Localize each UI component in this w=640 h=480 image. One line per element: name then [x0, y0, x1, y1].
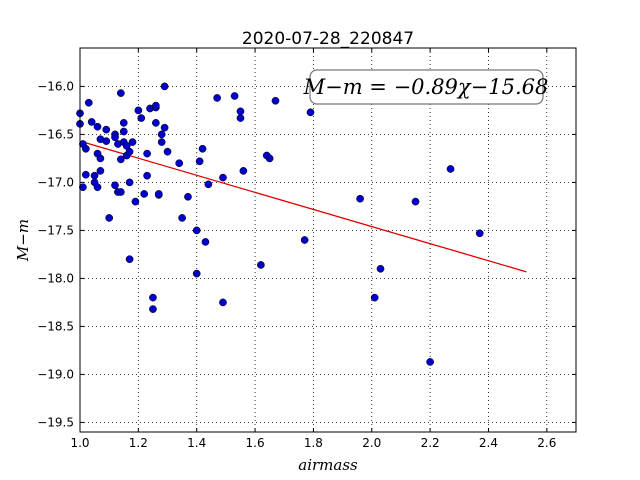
data-point — [90, 171, 99, 180]
data-point — [236, 114, 245, 122]
data-point — [184, 192, 192, 201]
data-point — [96, 167, 105, 175]
data-point — [102, 137, 111, 145]
chart-title: 2020-07-28_220847 — [242, 29, 414, 49]
data-point — [152, 101, 160, 110]
data-point — [157, 130, 166, 139]
data-point — [149, 305, 157, 313]
data-point — [411, 197, 420, 206]
x-ticks: 1.0 1.2 1.4 1.6 1.8 2.0 2.2 2.4 2.6 — [70, 48, 556, 450]
y-tick-label: −19.0 — [37, 367, 74, 381]
data-point — [87, 118, 96, 126]
x-tick-label: 1.0 — [70, 436, 89, 450]
data-point — [102, 125, 111, 134]
fit-line — [82, 141, 527, 273]
data-point — [116, 89, 125, 97]
x-axis-label: airmass — [298, 456, 358, 474]
data-point — [204, 180, 213, 189]
data-point — [111, 181, 119, 190]
data-point — [116, 155, 125, 164]
data-point — [219, 173, 227, 182]
data-point — [152, 119, 160, 127]
data-point — [128, 138, 137, 146]
x-tick-label: 1.8 — [304, 436, 323, 450]
data-point — [84, 98, 93, 107]
data-point — [143, 149, 151, 158]
data-point — [175, 159, 184, 168]
data-point — [160, 82, 169, 91]
data-point — [475, 229, 484, 238]
data-point — [192, 226, 201, 235]
x-tick-label: 2.0 — [362, 436, 381, 450]
data-point — [119, 127, 128, 136]
data-point — [201, 238, 210, 246]
x-tick-label: 2.2 — [421, 436, 440, 450]
x-tick-label: 2.4 — [479, 436, 498, 450]
data-point — [236, 107, 245, 116]
data-point — [426, 358, 434, 366]
data-point — [230, 92, 239, 100]
y-tick-label: −17.0 — [37, 175, 74, 189]
data-point — [125, 178, 134, 187]
data-point — [356, 194, 364, 203]
data-point — [198, 144, 207, 153]
data-point — [140, 190, 149, 198]
points-group — [76, 82, 484, 366]
y-ticks: −16.0 −16.5 −17.0 −17.5 −18.0 −18.5 −19.0 −19.5 — [37, 79, 576, 429]
data-point — [125, 255, 134, 264]
data-point — [154, 190, 163, 198]
x-tick-label: 1.4 — [187, 436, 206, 450]
data-point — [160, 123, 169, 132]
plot-frame — [79, 47, 577, 433]
data-point — [370, 293, 379, 302]
data-point — [271, 96, 280, 105]
data-point — [125, 147, 134, 156]
fit-equation: M−m = −0.89χ−15.68 — [303, 75, 549, 99]
data-point — [157, 138, 166, 146]
data-point — [300, 236, 309, 244]
data-point — [149, 293, 157, 302]
y-tick-label: −17.5 — [37, 223, 74, 237]
data-point — [265, 154, 274, 163]
data-point — [116, 188, 125, 196]
data-point — [105, 214, 114, 222]
data-point — [163, 147, 172, 156]
x-tick-label: 1.2 — [129, 436, 148, 450]
x-tick-label: 1.6 — [246, 436, 265, 450]
y-tick-label: −16.0 — [37, 79, 74, 93]
fit-annotation: M−m = −0.89χ−15.68 — [303, 69, 549, 105]
data-point — [178, 214, 186, 222]
data-point — [195, 157, 204, 166]
data-point — [93, 122, 102, 131]
y-tick-label: −19.5 — [37, 415, 74, 429]
data-point — [79, 183, 87, 192]
data-point — [446, 165, 455, 173]
fit-annotation-box — [309, 69, 544, 105]
data-point — [131, 197, 140, 206]
data-point — [134, 106, 143, 115]
data-point — [111, 133, 119, 142]
data-point — [239, 167, 248, 175]
fit-line-group — [82, 141, 527, 273]
data-point — [376, 264, 385, 273]
data-point — [119, 119, 128, 127]
data-point — [137, 114, 146, 122]
x-tick-label: 2.6 — [537, 436, 556, 450]
data-point — [192, 269, 201, 278]
data-point — [306, 108, 315, 117]
data-point — [81, 144, 90, 153]
data-point — [213, 94, 221, 102]
data-point — [93, 183, 102, 192]
data-point — [257, 261, 265, 269]
data-point — [143, 171, 151, 180]
y-tick-label: −18.0 — [37, 271, 74, 285]
y-axis-label: M−m — [14, 219, 32, 262]
data-point — [96, 154, 105, 163]
y-tick-label: −16.5 — [37, 127, 74, 141]
data-point — [219, 298, 227, 307]
y-tick-label: −18.5 — [37, 319, 74, 333]
data-point — [81, 170, 90, 179]
